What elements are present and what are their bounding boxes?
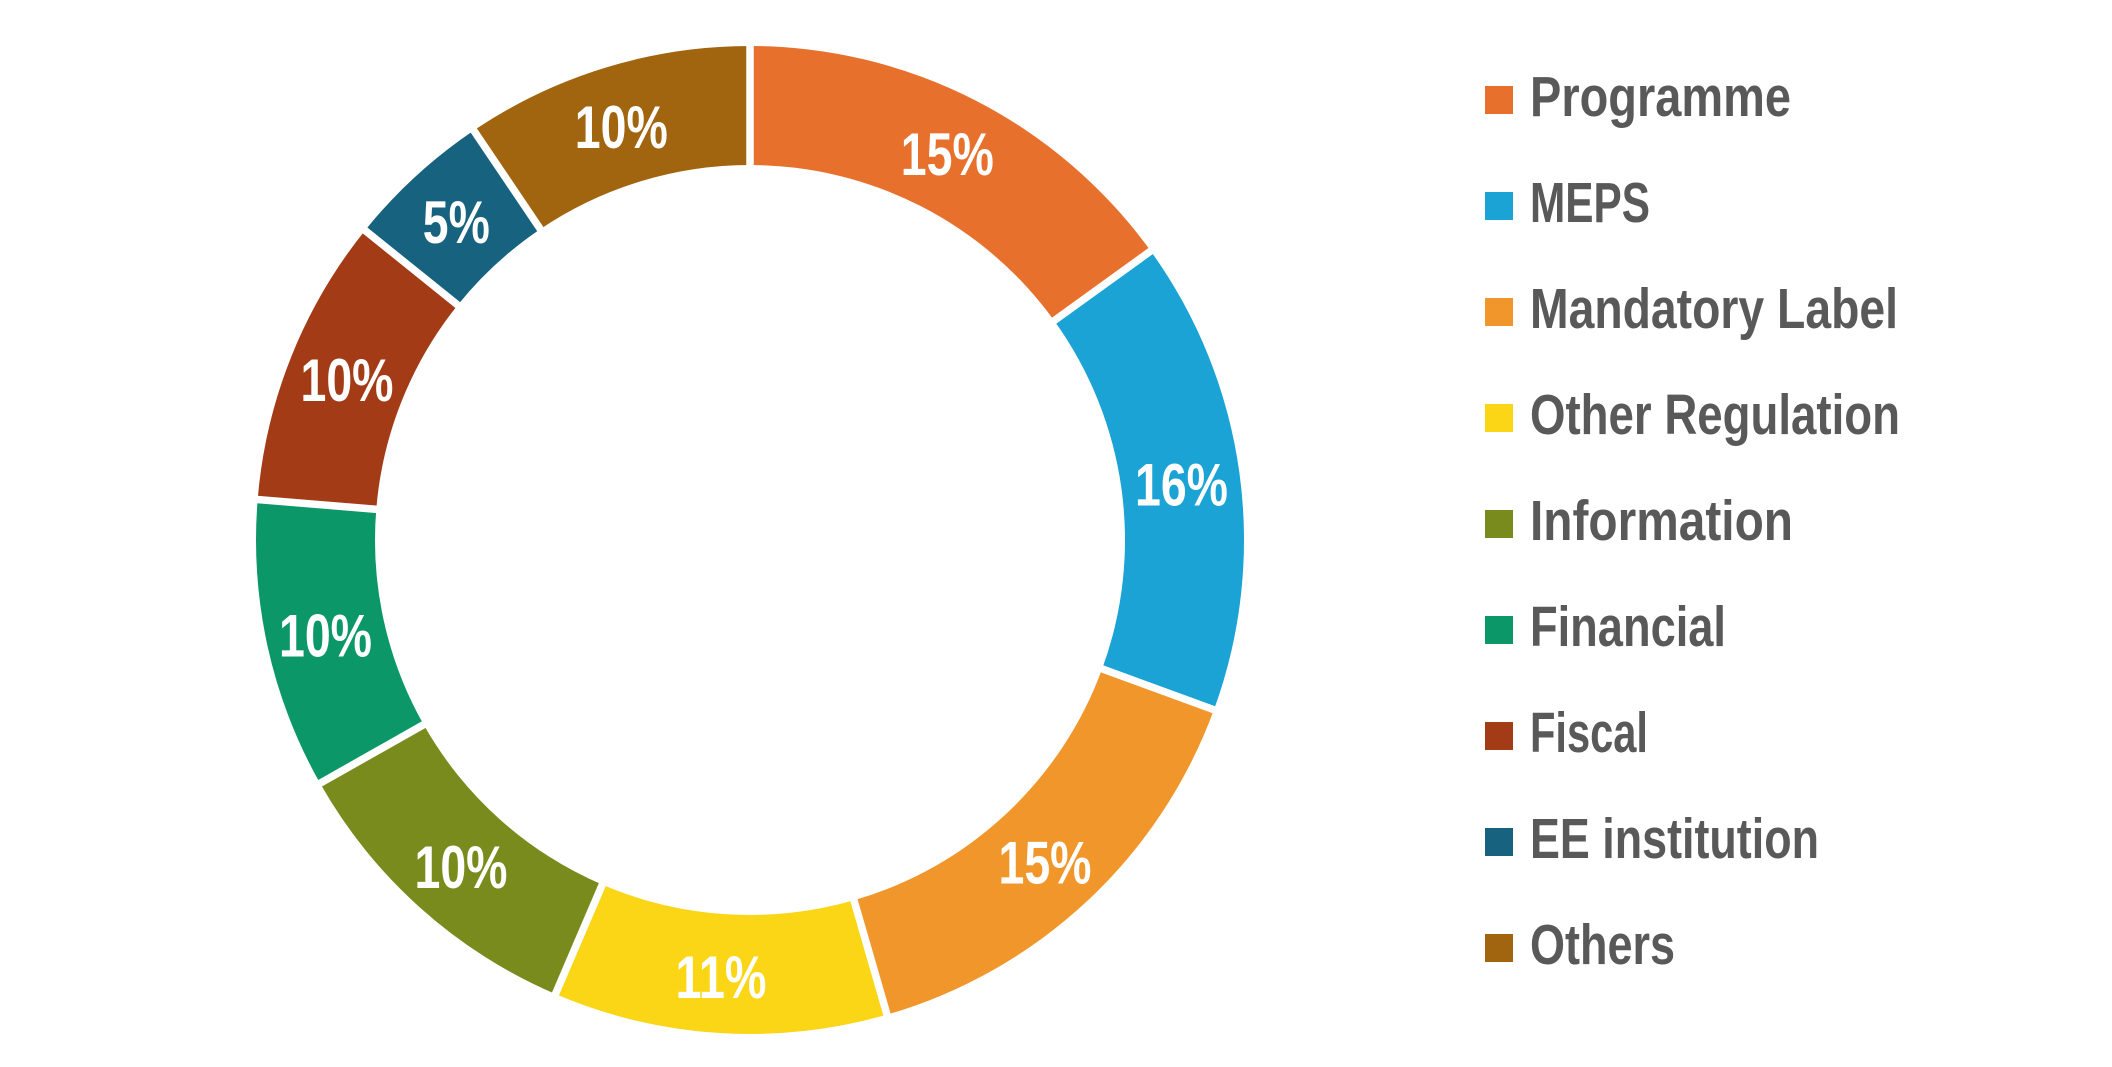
svg-text:MEPS: MEPS (1530, 171, 1650, 235)
svg-text:Fiscal: Fiscal (1530, 701, 1648, 765)
svg-text:10%: 10% (415, 834, 508, 901)
svg-text:EE institution: EE institution (1530, 807, 1819, 871)
svg-text:Information: Information (1530, 489, 1793, 553)
svg-text:5%: 5% (423, 189, 490, 256)
svg-text:16%: 16% (1135, 451, 1228, 518)
svg-text:15%: 15% (901, 121, 994, 188)
svg-text:Financial: Financial (1530, 595, 1726, 659)
svg-text:Others: Others (1530, 913, 1675, 977)
svg-text:Other Regulation: Other Regulation (1530, 383, 1900, 447)
svg-text:10%: 10% (575, 94, 668, 161)
svg-text:15%: 15% (999, 830, 1092, 897)
svg-text:10%: 10% (279, 603, 372, 670)
svg-text:10%: 10% (301, 347, 394, 414)
svg-text:Mandatory Label: Mandatory Label (1530, 277, 1898, 341)
svg-text:11%: 11% (676, 944, 767, 1011)
svg-text:Programme: Programme (1530, 65, 1791, 129)
